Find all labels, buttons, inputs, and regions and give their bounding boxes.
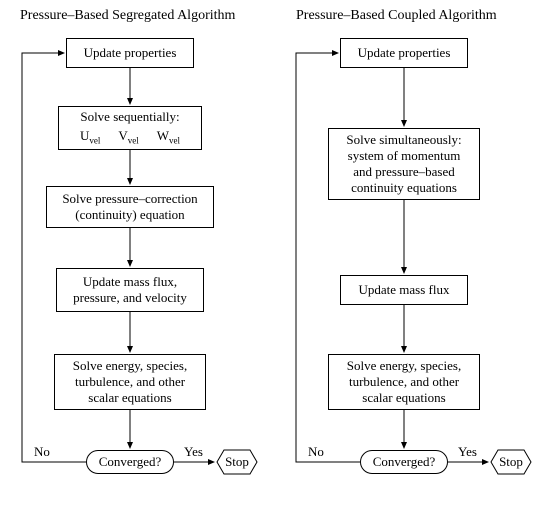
- text: Converged?: [99, 454, 162, 470]
- Vvel: Vvel: [118, 128, 138, 147]
- text3: scalar equations: [362, 390, 445, 406]
- right-stop: Stop: [490, 449, 532, 475]
- text4: continuity equations: [351, 180, 457, 196]
- velocity-row: Uvel Vvel Wvel: [80, 128, 180, 147]
- text2: pressure, and velocity: [73, 290, 187, 306]
- right-box-solve-simultaneously: Solve simultaneously: system of momentum…: [328, 128, 480, 200]
- right-box-update-mass-flux: Update mass flux: [340, 275, 468, 305]
- text1: Solve energy, species,: [347, 358, 461, 374]
- left-box-update-mass-flux: Update mass flux, pressure, and velocity: [56, 268, 204, 312]
- text: Converged?: [373, 454, 436, 470]
- right-box-scalars: Solve energy, species, turbulence, and o…: [328, 354, 480, 410]
- text1: Solve energy, species,: [73, 358, 187, 374]
- flowchart-canvas: Pressure–Based Segregated Algorithm Pres…: [0, 0, 550, 526]
- text2: turbulence, and other: [75, 374, 185, 390]
- left-box-scalars: Solve energy, species, turbulence, and o…: [54, 354, 206, 410]
- text: Update properties: [358, 45, 451, 61]
- left-yes-label: Yes: [184, 444, 203, 460]
- Wvel: Wvel: [157, 128, 180, 147]
- left-box-solve-sequentially: Solve sequentially: Uvel Vvel Wvel: [58, 106, 202, 150]
- left-title: Pressure–Based Segregated Algorithm: [20, 8, 235, 24]
- text2: turbulence, and other: [349, 374, 459, 390]
- right-title: Pressure–Based Coupled Algorithm: [296, 8, 497, 24]
- left-stop: Stop: [216, 449, 258, 475]
- text1: Solve pressure–correction: [62, 191, 197, 207]
- right-converged: Converged?: [360, 450, 448, 474]
- right-yes-label: Yes: [458, 444, 477, 460]
- text3: scalar equations: [88, 390, 171, 406]
- text: Update properties: [84, 45, 177, 61]
- text: Update mass flux: [359, 282, 450, 298]
- right-box-update-properties: Update properties: [340, 38, 468, 68]
- text1: Update mass flux,: [83, 274, 177, 290]
- text3: and pressure–based: [353, 164, 454, 180]
- text: Stop: [499, 454, 523, 470]
- text2: system of momentum: [348, 148, 461, 164]
- right-no-label: No: [308, 444, 324, 460]
- left-box-pressure-correction: Solve pressure–correction (continuity) e…: [46, 186, 214, 228]
- text: Stop: [225, 454, 249, 470]
- left-box-update-properties: Update properties: [66, 38, 194, 68]
- Uvel: Uvel: [80, 128, 100, 147]
- text: Solve sequentially:: [80, 109, 179, 125]
- left-no-label: No: [34, 444, 50, 460]
- left-converged: Converged?: [86, 450, 174, 474]
- text1: Solve simultaneously:: [346, 132, 461, 148]
- text2: (continuity) equation: [75, 207, 184, 223]
